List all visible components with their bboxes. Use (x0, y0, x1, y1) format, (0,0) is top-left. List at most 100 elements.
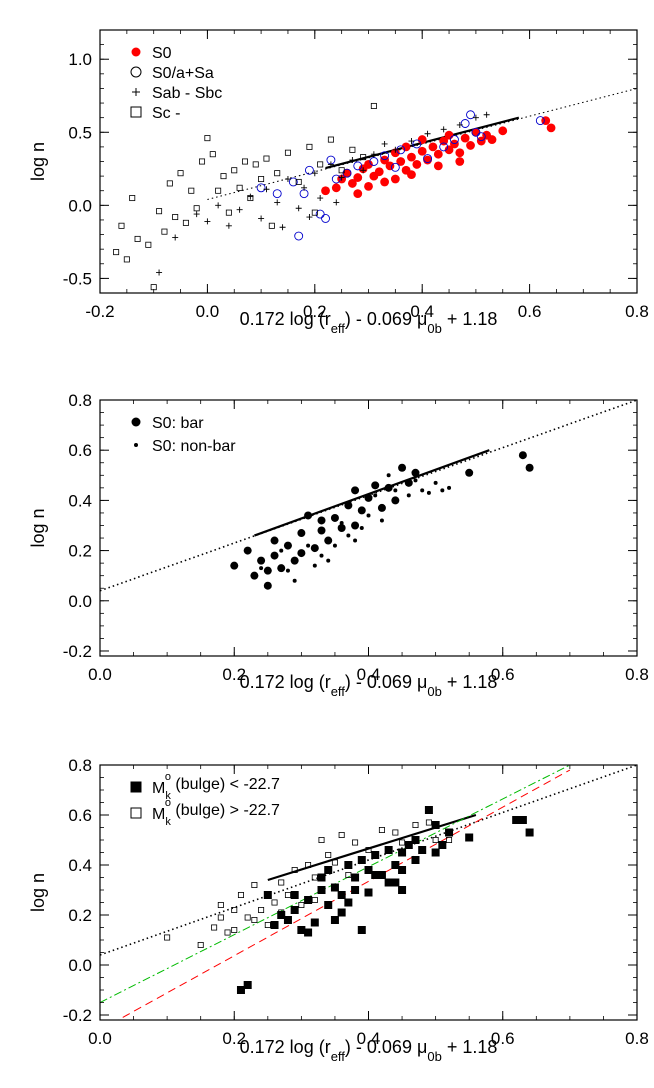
legend: S0: bar S0: non-bar (131, 415, 236, 455)
data-point (407, 170, 416, 180)
data-point (270, 536, 279, 545)
data-point (431, 848, 440, 857)
data-point (512, 816, 521, 824)
data-point (487, 135, 497, 144)
data-point (476, 132, 486, 142)
data-point (399, 839, 406, 846)
data-point (456, 121, 463, 128)
data-point (304, 896, 313, 904)
data-point (215, 202, 222, 209)
data-point (351, 486, 360, 495)
data-point (306, 543, 311, 548)
data-point (351, 873, 360, 882)
data-point (359, 526, 364, 530)
data-point (330, 513, 339, 522)
series-2 (259, 473, 452, 583)
legend-label: S0: non-bar (152, 438, 236, 455)
data-point (412, 822, 419, 829)
data-point (243, 546, 252, 555)
data-point (298, 902, 305, 909)
y-axis-label: log n (28, 873, 48, 912)
data-point (123, 256, 130, 263)
legend-label: Sab - Sbc (152, 85, 222, 102)
data-point (411, 468, 420, 477)
data-point (172, 234, 179, 241)
data-point (525, 463, 534, 472)
data-point (518, 451, 527, 460)
data-point (337, 524, 346, 532)
data-point (404, 841, 413, 849)
legend-label: S0/a+Sa (152, 65, 214, 82)
data-point (297, 926, 306, 934)
data-point (257, 556, 266, 565)
data-point (225, 209, 232, 216)
data-point (472, 114, 479, 121)
data-point (279, 548, 284, 553)
data-point (357, 506, 366, 515)
data-point (236, 184, 243, 191)
data-point (338, 167, 345, 174)
x-tick-label: 0.0 (88, 665, 112, 684)
data-point (294, 231, 304, 241)
data-point (156, 269, 163, 276)
chart-panel-2: 0.0 0.2 0.4 0.6 0.8 -0.2 0.0 0.2 0.4 0.6 0.8 log n 0… (28, 391, 649, 699)
x-tick-label: 0.6 (491, 665, 515, 684)
data-point (204, 135, 211, 142)
fit-line-dashed (117, 769, 571, 1020)
data-point (347, 179, 357, 188)
data-point (272, 189, 282, 199)
data-point (199, 158, 206, 165)
data-point (365, 847, 372, 854)
data-point (412, 139, 422, 149)
data-point (270, 921, 279, 929)
y-tick-label: 0.2 (68, 906, 92, 925)
data-point (345, 872, 352, 879)
data-point (317, 886, 326, 894)
data-point (371, 851, 380, 859)
data-point (384, 483, 393, 492)
data-point (297, 529, 306, 538)
data-point (377, 871, 386, 879)
data-point (396, 157, 406, 166)
data-point (445, 828, 454, 837)
data-point (455, 157, 465, 166)
data-point (351, 521, 360, 530)
y-tick-label: 0.0 (68, 196, 92, 215)
x-axis-label: 0.172 log (reff) - 0.069 μ0b + 1.18 (240, 672, 498, 699)
data-point (304, 928, 313, 937)
data-point (432, 837, 439, 844)
x-tick-label: 0.2 (222, 1029, 246, 1048)
y-tick-label: -0.2 (63, 1006, 92, 1025)
data-point (373, 493, 378, 498)
data-point (398, 848, 407, 857)
fit-line-solid (267, 813, 477, 882)
y-axis-label: log n (28, 508, 48, 547)
legend-marker (130, 106, 142, 118)
data-point (417, 146, 427, 156)
data-point (231, 927, 238, 934)
y-tick-label: 0.8 (68, 391, 92, 410)
data-point (304, 165, 314, 175)
data-point (297, 549, 306, 558)
data-point (231, 167, 238, 174)
data-point (344, 501, 353, 510)
data-point (346, 533, 351, 538)
data-point (330, 916, 339, 924)
data-point (306, 143, 313, 150)
data-point (291, 867, 298, 874)
data-point (384, 878, 393, 887)
legend-marker (130, 66, 142, 78)
data-point (418, 846, 427, 854)
data-point (278, 909, 285, 916)
data-point (161, 228, 168, 235)
data-point (420, 488, 425, 493)
data-point (295, 178, 302, 185)
data-point (324, 536, 333, 545)
data-point (315, 209, 325, 219)
data-point (411, 856, 420, 864)
data-point (518, 816, 527, 824)
chart-panel-3: 0.0 0.2 0.4 0.6 0.8 -0.2 0.0 0.2 0.4 0.6 0.8 log n 0… (28, 756, 649, 1064)
data-point (283, 916, 292, 924)
legend-label: Mko (bulge) < -22.7 (152, 771, 280, 802)
data-point (166, 180, 173, 187)
